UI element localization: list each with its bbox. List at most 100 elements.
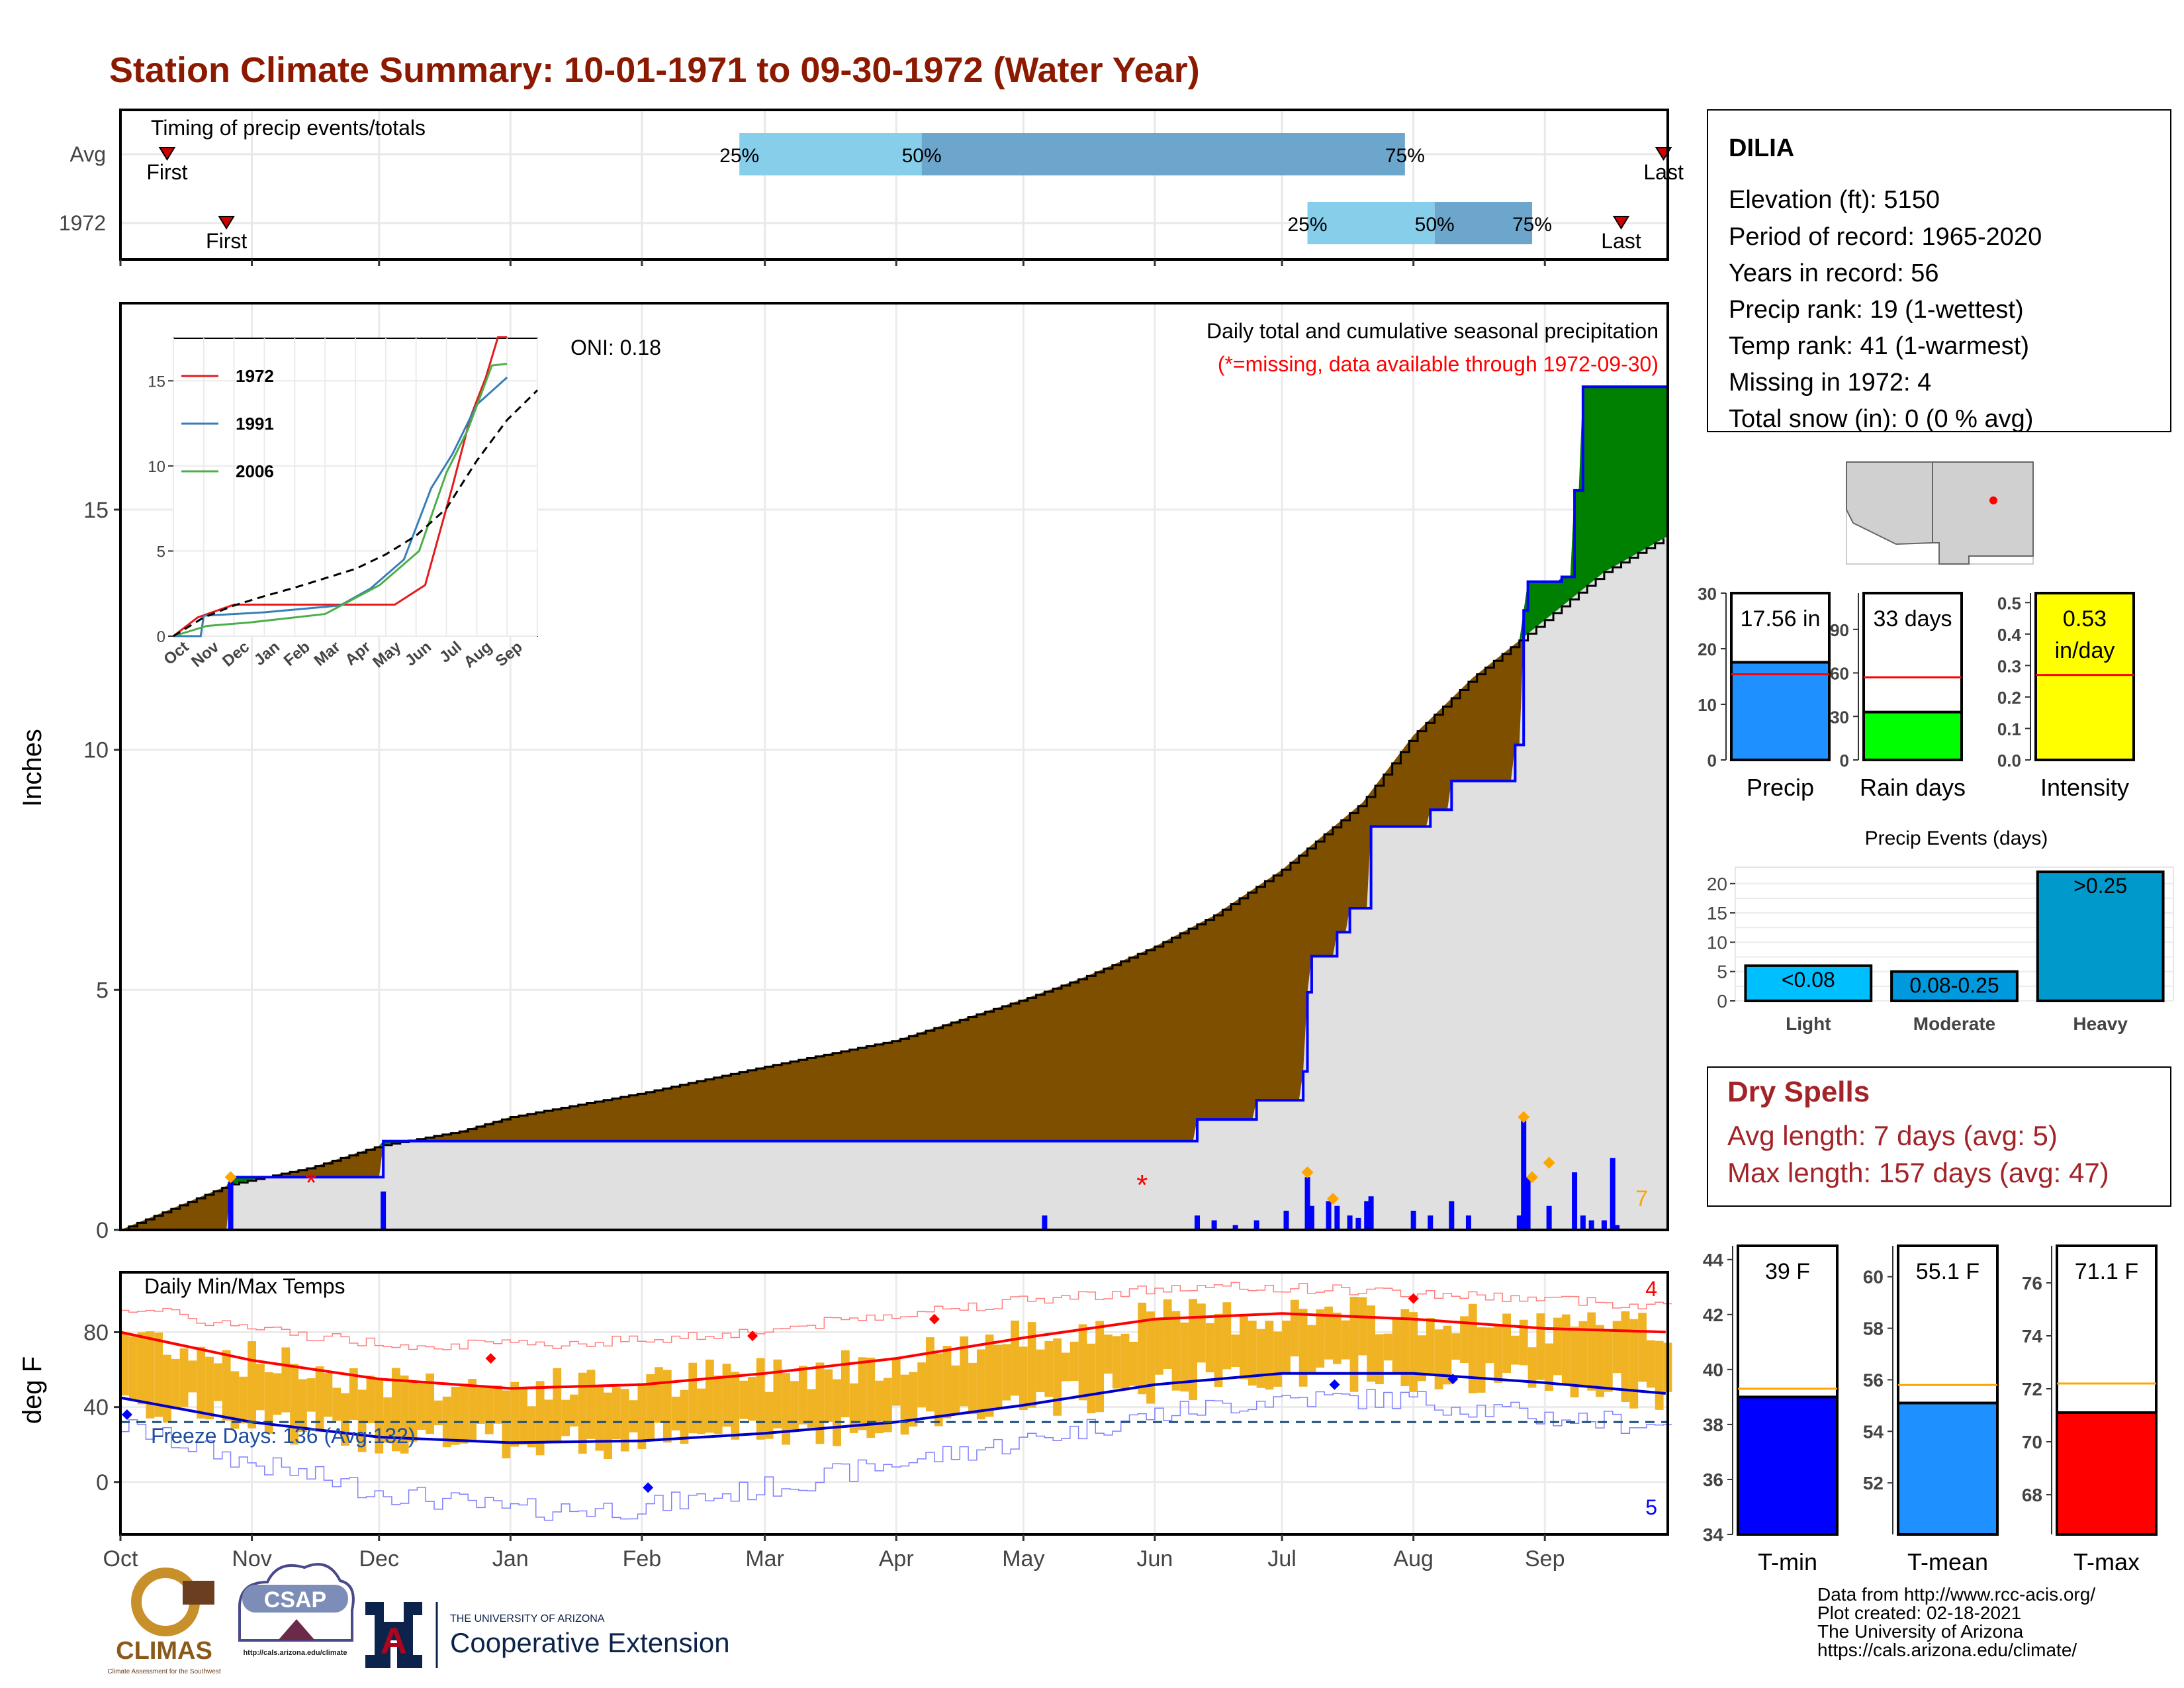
daily-temp-range-bar [1536, 1313, 1545, 1380]
credits: Data from http://www.rcc-acis.org/ Plot … [1817, 1584, 2095, 1660]
daily-temp-range-bar [1205, 1323, 1214, 1373]
precip-total-y-tick-label: 0 [1707, 751, 1717, 771]
hot-record-count: 4 [1645, 1277, 1657, 1301]
daily-temp-range-bar [1587, 1312, 1596, 1391]
daily-temp-range-bar [1069, 1341, 1079, 1382]
daily-temp-range-bar [1214, 1313, 1223, 1387]
daily-temp-range-bar [1332, 1312, 1342, 1364]
tmin-box-category-label: T-min [1758, 1548, 1817, 1575]
tmin-box-value-bar [1737, 1395, 1839, 1536]
daily-temp-range-bar [883, 1378, 892, 1432]
daily-precip-bar [1428, 1215, 1433, 1230]
daily-temp-range-bar [1367, 1305, 1376, 1382]
daily-temp-range-bar [1307, 1325, 1316, 1374]
year-cumulative-precip-line [120, 385, 1668, 1231]
precip-corner-count: 7 [1635, 1186, 1648, 1211]
timing-frame [119, 109, 1669, 261]
rain-days-category-label: Rain days [1860, 774, 1966, 801]
daily-temp-range-bar [1418, 1335, 1426, 1382]
first-event-marker-icon [158, 147, 176, 161]
daily-temp-range-bar [976, 1349, 985, 1420]
daily-temp-range-bar [942, 1346, 952, 1419]
tmax-box-category-label: T-max [2073, 1548, 2140, 1575]
daily-temp-range-bar [1180, 1322, 1189, 1392]
precip-y-tick-label: 5 [96, 978, 109, 1003]
daily-temp-range-bar [1189, 1299, 1197, 1401]
daily-temp-range-bar [1621, 1311, 1630, 1402]
daily-precip-bar [228, 1182, 234, 1230]
daily-temp-range-bar [197, 1346, 206, 1419]
daily-temp-range-bar [213, 1363, 222, 1401]
temp-x-tick-label: Nov [232, 1546, 271, 1571]
daily-temp-range-bar [477, 1387, 485, 1424]
intensity-y-tick-label: 0.5 [1997, 593, 2021, 613]
timing-bar-q25-q50 [1307, 202, 1435, 244]
daily-precip-bar [1283, 1210, 1289, 1230]
tmean-box-y-tick-label: 60 [1863, 1267, 1884, 1288]
inset-y-tick-label: 0 [157, 628, 165, 646]
daily-temp-range-bar [502, 1390, 511, 1459]
record-low-marker-icon [1329, 1379, 1340, 1390]
credit-line-source: Data from http://www.rcc-acis.org/ [1817, 1584, 2095, 1605]
csap-wordmark: CSAP [264, 1587, 326, 1613]
oni-label: ONI: 0.18 [570, 336, 661, 359]
inset-y-tick-label: 10 [148, 458, 165, 476]
daily-temp-range-bar [1655, 1340, 1664, 1410]
daily-temp-range-bar [1036, 1349, 1045, 1392]
daily-temp-range-bar [1545, 1343, 1554, 1391]
daily-temp-range-bar [858, 1357, 867, 1430]
daily-temp-range-bar [612, 1387, 621, 1440]
daily-precip-bar [1588, 1220, 1594, 1230]
daily-temp-range-bar [324, 1373, 333, 1417]
info-years: Years in record: 56 [1729, 259, 1939, 287]
rain-days-y-tick-label: 90 [1830, 620, 1849, 640]
daily-temp-range-bar [1112, 1336, 1121, 1389]
daily-temp-range-bar [1197, 1303, 1206, 1363]
daily-temp-range-bar [1612, 1321, 1621, 1374]
extreme-precip-marker-icon [1526, 1171, 1539, 1184]
tmax-box-y-tick-label: 74 [2022, 1326, 2043, 1346]
daily-temp-range-bar [875, 1380, 884, 1434]
tmin-box-y-tick-label: 40 [1703, 1360, 1723, 1380]
daily-temp-range-bar [1527, 1347, 1537, 1388]
tmean-box-y-tick-label: 52 [1863, 1473, 1884, 1493]
tmean-box-y-tick-label: 54 [1863, 1421, 1884, 1442]
precip-events-y-tick-label: 20 [1707, 874, 1727, 894]
daily-temp-range-bar [1426, 1318, 1435, 1374]
avg-min-temp-line [120, 1372, 1666, 1444]
daily-precip-bar [1364, 1201, 1370, 1230]
record-high-marker-icon [485, 1353, 496, 1364]
daily-temp-range-bar [222, 1350, 231, 1421]
daily-precip-bar [1572, 1172, 1578, 1230]
daily-precip-bar [1042, 1215, 1048, 1230]
daily-temp-range-bar [1519, 1319, 1528, 1366]
daily-temp-range-bar [1256, 1329, 1265, 1388]
temp-x-tick-label: Mar [745, 1546, 784, 1571]
daily-temp-range-bar [459, 1383, 469, 1444]
timing-label-p75: 75% [1385, 145, 1425, 167]
daily-temp-range-bar [315, 1366, 324, 1432]
daily-temp-range-bar [917, 1362, 927, 1407]
csap-badge [242, 1585, 348, 1613]
daily-temp-range-bar [773, 1359, 782, 1429]
daily-temp-range-bar [807, 1389, 816, 1430]
precip-events-bar-label: <0.08 [1782, 968, 1835, 992]
first-event-label: First [206, 229, 247, 253]
daily-temp-range-bar [731, 1372, 740, 1440]
daily-temp-range-bar [748, 1377, 756, 1421]
info-missing: Missing in 1972: 4 [1729, 369, 1931, 397]
precip-y-tick-label: 0 [96, 1218, 109, 1243]
daily-temp-range-bar [620, 1389, 629, 1452]
daily-temp-range-bar [484, 1387, 494, 1434]
daily-temp-range-bar [1646, 1340, 1655, 1388]
precip-deficit-area [120, 536, 1668, 1230]
tmean-box-y-tick-label: 56 [1863, 1370, 1884, 1390]
record-low-marker-icon [1447, 1374, 1459, 1385]
daily-precip-bar [1253, 1220, 1259, 1230]
daily-temp-range-bar [171, 1358, 180, 1410]
daily-temp-range-bar [400, 1375, 409, 1454]
daily-temp-range-bar [561, 1399, 570, 1436]
daily-temp-range-bar [1561, 1314, 1570, 1385]
precip-frame [119, 302, 1669, 1231]
